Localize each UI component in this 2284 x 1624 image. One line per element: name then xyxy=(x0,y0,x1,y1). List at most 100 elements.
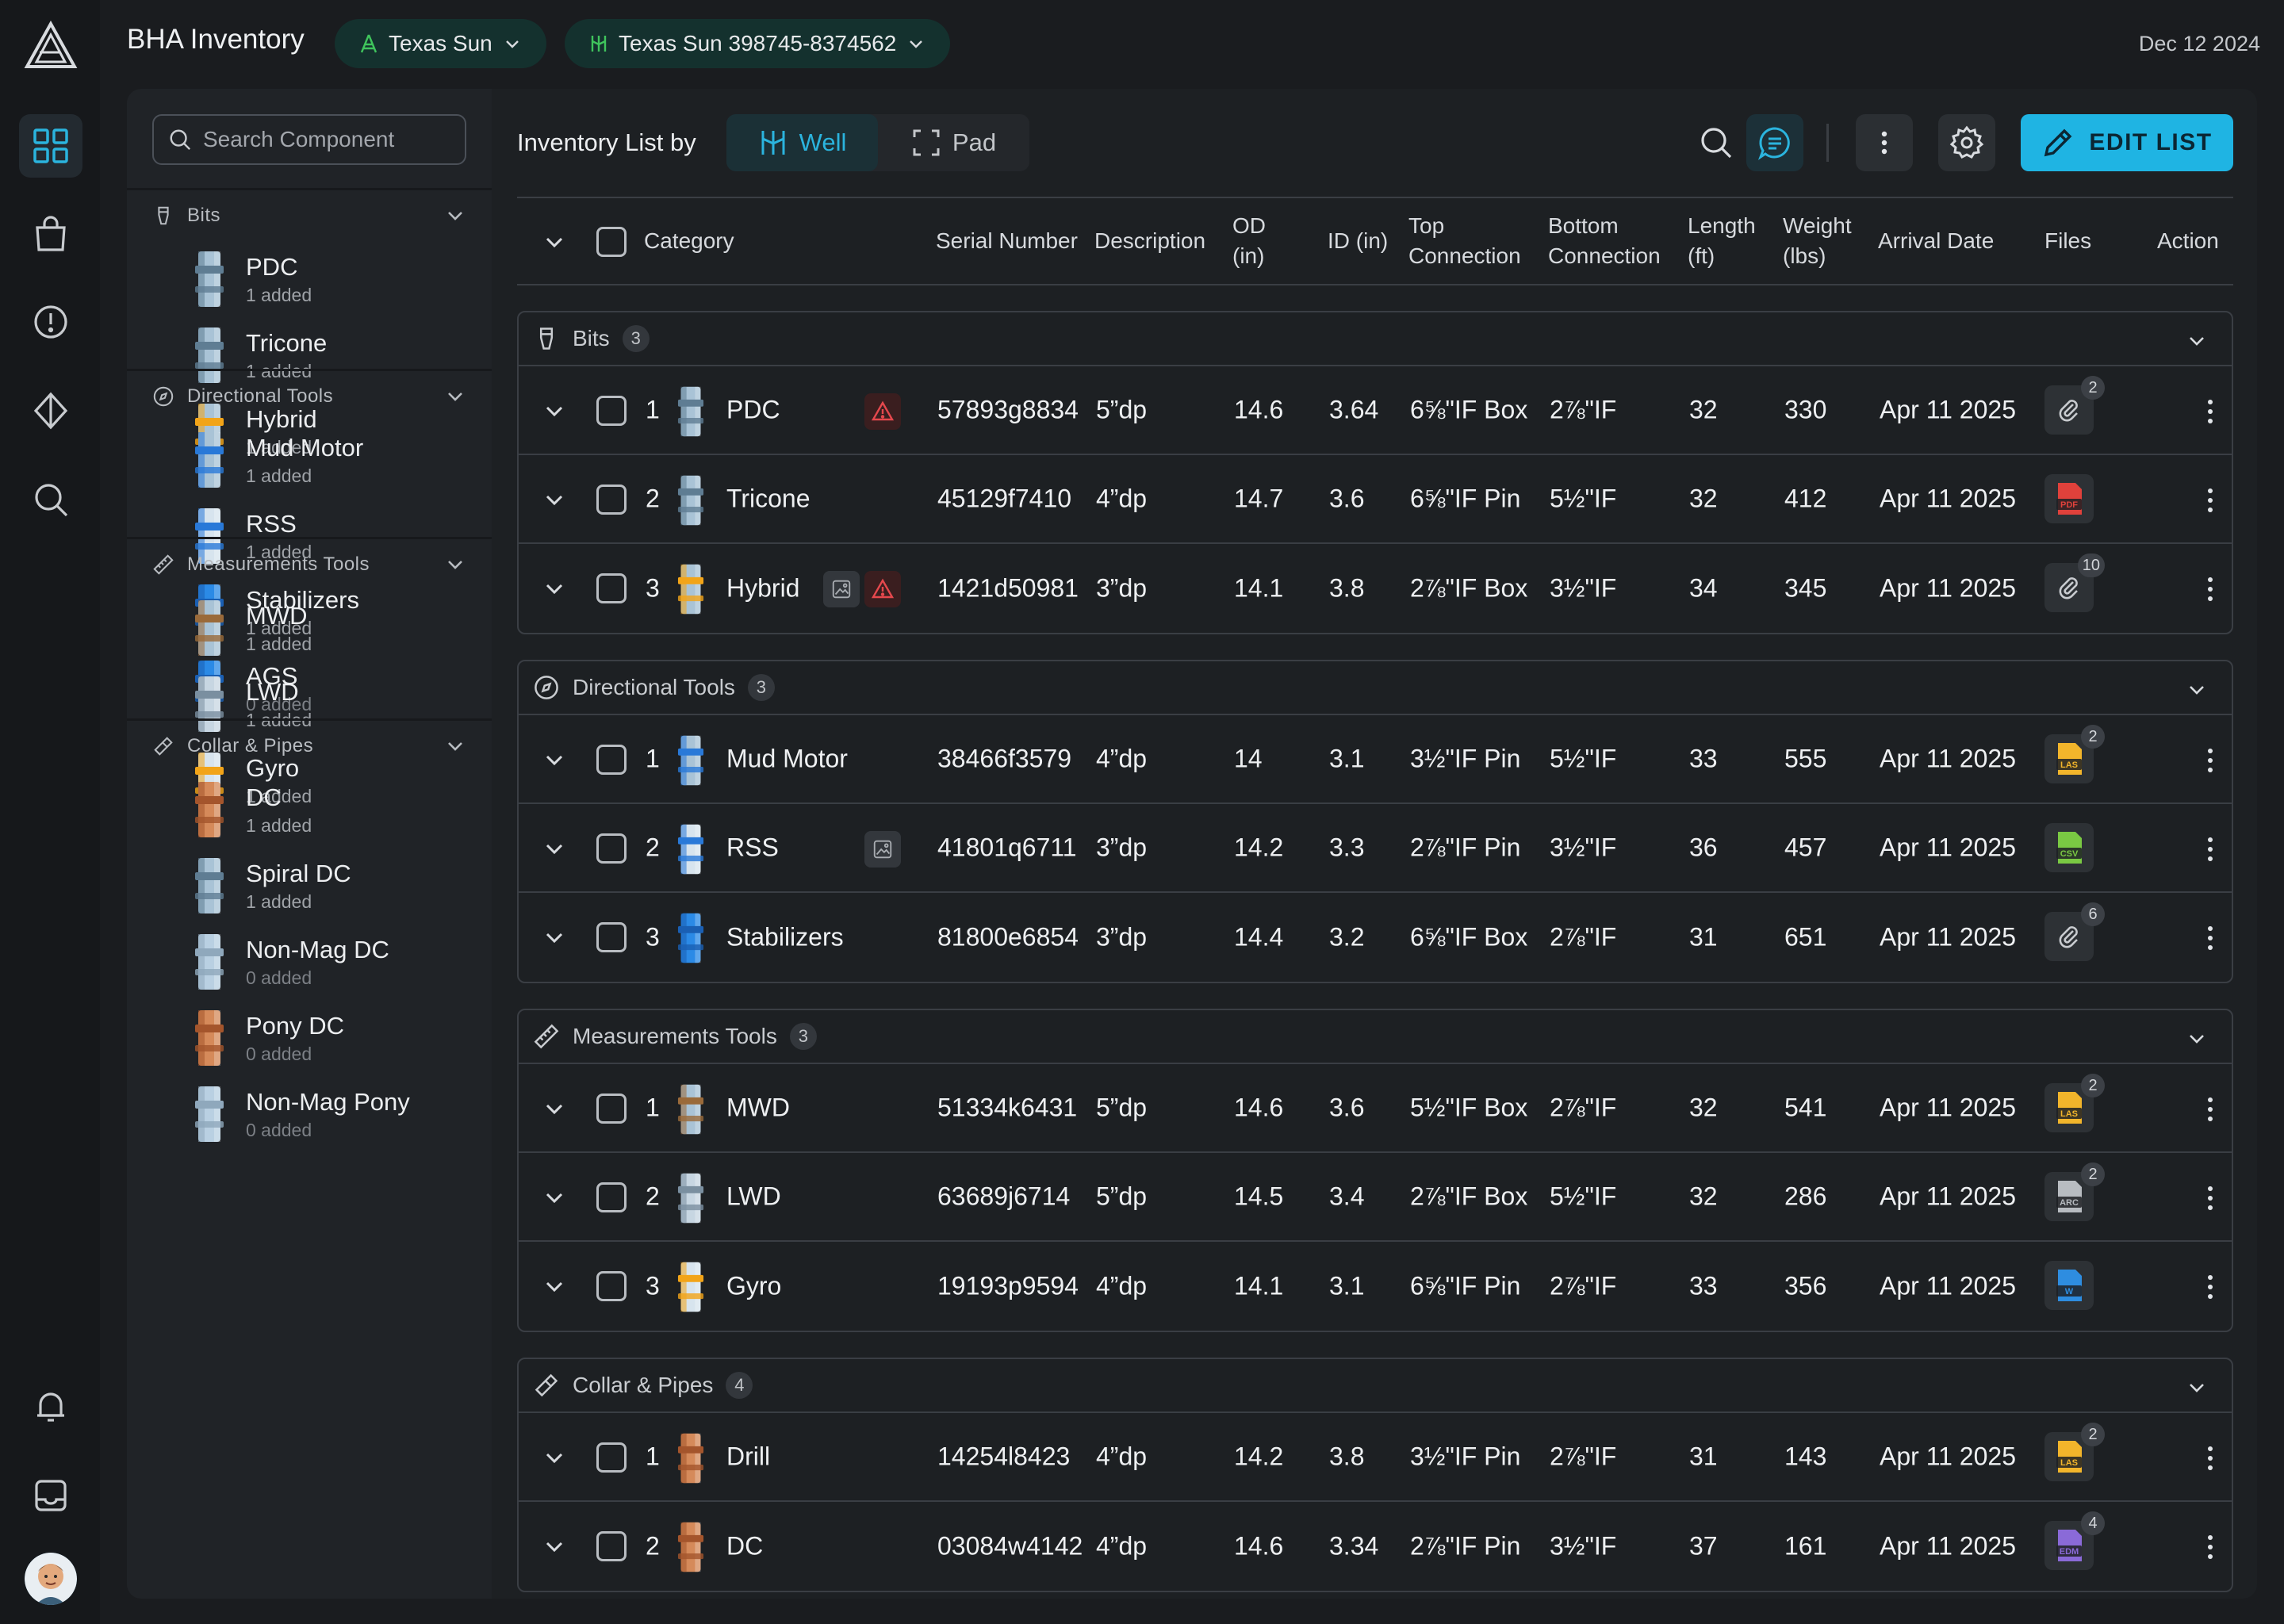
table-row[interactable]: 1 PDC 57893g8834 5”dp 14.6 3.64 6⅝"IF Box 2⅞"IF… xyxy=(519,366,2232,455)
warning-badge[interactable] xyxy=(864,393,901,430)
header-od[interactable]: OD (in) xyxy=(1232,211,1266,271)
kebab-icon[interactable] xyxy=(2206,1534,2214,1561)
site-selector[interactable]: Texas Sun xyxy=(335,19,546,68)
sidebar-group-header[interactable]: Measurements Tools xyxy=(127,539,492,590)
select-all-checkbox[interactable] xyxy=(596,227,627,257)
file-attachment-button[interactable]: 2 xyxy=(2044,376,2105,435)
table-row[interactable]: 3 Gyro 19193p9594 4”dp 14.1 3.1 6⅝"IF Pin 2⅞"IF… xyxy=(519,1242,2232,1331)
file-attachment-button[interactable]: 10 xyxy=(2044,553,2105,612)
file-attachment-button[interactable]: LAS 2 xyxy=(2044,1074,2105,1132)
file-attachment-button[interactable]: LAS 2 xyxy=(2044,725,2105,783)
file-attachment-button[interactable]: 6 xyxy=(2044,902,2105,961)
table-row[interactable]: 3 Hybrid 1421d50981 3”dp 14.1 3.8 2⅞"IF Box 3½"… xyxy=(519,544,2232,633)
sidebar-item[interactable]: RSS 1 added xyxy=(127,498,492,574)
row-checkbox[interactable] xyxy=(596,1531,627,1561)
table-row[interactable]: 2 DC 03084w4142 4”dp 14.6 3.34 2⅞"IF Pin 3½"IF 3… xyxy=(519,1502,2232,1591)
header-serial[interactable]: Serial Number xyxy=(936,228,1078,253)
file-attachment-button[interactable]: CSV xyxy=(2044,823,2094,872)
row-checkbox[interactable] xyxy=(596,573,627,603)
sidebar-group-header[interactable]: Directional Tools xyxy=(127,371,492,422)
expand-row-chevron-icon[interactable] xyxy=(541,397,568,424)
kebab-icon[interactable] xyxy=(2206,487,2214,514)
component-name[interactable]: Hybrid xyxy=(726,573,800,603)
kebab-icon[interactable] xyxy=(2206,747,2214,774)
search-box[interactable] xyxy=(152,114,466,165)
sidebar-item[interactable]: Pony DC 0 added xyxy=(127,1000,492,1076)
expand-row-chevron-icon[interactable] xyxy=(541,1095,568,1122)
file-attachment-button[interactable]: EDM 4 xyxy=(2044,1511,2105,1570)
expand-row-chevron-icon[interactable] xyxy=(541,835,568,862)
settings-button[interactable] xyxy=(1938,114,1995,171)
table-group-header[interactable]: Collar & Pipes 4 xyxy=(519,1359,2232,1413)
row-checkbox[interactable] xyxy=(596,833,627,864)
toggle-well[interactable]: Well xyxy=(726,114,878,171)
sidebar-item[interactable]: Spiral DC 1 added xyxy=(127,848,492,924)
header-length[interactable]: Length (ft) xyxy=(1688,211,1756,271)
sidebar-item[interactable]: MWD 1 added xyxy=(127,590,492,666)
component-name[interactable]: MWD xyxy=(726,1093,790,1122)
table-row[interactable]: 1 Mud Motor 38466f3579 4”dp 14 3.1 3½"IF Pin 5½… xyxy=(519,715,2232,804)
row-checkbox[interactable] xyxy=(596,1182,627,1212)
image-button[interactable] xyxy=(823,571,860,607)
expand-row-chevron-icon[interactable] xyxy=(541,746,568,773)
header-id[interactable]: ID (in) xyxy=(1328,228,1389,253)
header-top-connection[interactable]: Top Connection xyxy=(1408,211,1521,271)
kebab-icon[interactable] xyxy=(2206,576,2214,603)
table-group-header[interactable]: Bits 3 xyxy=(519,312,2232,366)
component-name[interactable]: Gyro xyxy=(726,1271,782,1300)
expand-row-chevron-icon[interactable] xyxy=(541,1533,568,1560)
component-name[interactable]: Stabilizers xyxy=(726,922,844,952)
header-arrival-date[interactable]: Arrival Date xyxy=(1878,228,1995,253)
row-checkbox[interactable] xyxy=(596,1271,627,1301)
rail-alerts-button[interactable] xyxy=(19,290,82,354)
warning-badge[interactable] xyxy=(864,571,901,607)
kebab-icon[interactable] xyxy=(2206,398,2214,425)
kebab-icon[interactable] xyxy=(2206,1185,2214,1212)
expand-all-chevron-icon[interactable] xyxy=(541,228,568,255)
sidebar-item[interactable]: Mud Motor 1 added xyxy=(127,422,492,498)
table-row[interactable]: 1 MWD 51334k6431 5”dp 14.6 3.6 5½"IF Box 2⅞"IF 3… xyxy=(519,1064,2232,1153)
table-search-button[interactable] xyxy=(1688,114,1745,171)
sidebar-item[interactable]: Non-Mag DC 0 added xyxy=(127,924,492,1000)
row-checkbox[interactable] xyxy=(596,485,627,515)
expand-row-chevron-icon[interactable] xyxy=(541,575,568,602)
row-checkbox[interactable] xyxy=(596,922,627,952)
file-attachment-button[interactable]: W xyxy=(2044,1261,2094,1310)
image-button[interactable] xyxy=(864,831,901,868)
kebab-icon[interactable] xyxy=(2206,1274,2214,1300)
sidebar-group-header[interactable]: Collar & Pipes xyxy=(127,721,492,772)
kebab-icon[interactable] xyxy=(2206,1445,2214,1472)
header-category[interactable]: Category xyxy=(644,228,734,253)
component-name[interactable]: Tricone xyxy=(726,484,811,513)
table-row[interactable]: 1 Drill 14254l8423 4”dp 14.2 3.8 3½"IF Pin 2⅞"I… xyxy=(519,1413,2232,1502)
component-name[interactable]: DC xyxy=(726,1531,764,1561)
app-logo-icon[interactable] xyxy=(24,21,78,70)
sidebar-item[interactable]: DC 1 added xyxy=(127,772,492,848)
sidebar-item[interactable]: LWD 1 added xyxy=(127,666,492,742)
toggle-pad[interactable]: Pad xyxy=(878,114,1029,171)
table-group-header[interactable]: Measurements Tools 3 xyxy=(519,1010,2232,1064)
table-group-header[interactable]: Directional Tools 3 xyxy=(519,661,2232,715)
sidebar-item[interactable]: Non-Mag Pony 0 added xyxy=(127,1076,492,1152)
header-bottom-connection[interactable]: Bottom Connection xyxy=(1548,211,1661,271)
row-checkbox[interactable] xyxy=(596,745,627,775)
file-attachment-button[interactable]: ARC 2 xyxy=(2044,1162,2105,1221)
kebab-icon[interactable] xyxy=(2206,1096,2214,1123)
table-row[interactable]: 3 Stabilizers 81800e6854 3”dp 14.4 3.2 6⅝"IF B… xyxy=(519,893,2232,982)
component-name[interactable]: Drill xyxy=(726,1442,771,1471)
search-component-input[interactable] xyxy=(203,127,465,152)
more-options-button[interactable] xyxy=(1856,114,1913,171)
kebab-icon[interactable] xyxy=(2206,836,2214,863)
component-name[interactable]: LWD xyxy=(726,1182,781,1211)
component-name[interactable]: Mud Motor xyxy=(726,744,848,773)
row-checkbox[interactable] xyxy=(596,1442,627,1473)
rail-inbox-button[interactable] xyxy=(19,1464,82,1527)
comments-button[interactable] xyxy=(1746,114,1803,171)
rail-notifications-button[interactable] xyxy=(19,1375,82,1438)
expand-row-chevron-icon[interactable] xyxy=(541,1184,568,1211)
file-attachment-button[interactable]: LAS 2 xyxy=(2044,1423,2105,1481)
expand-row-chevron-icon[interactable] xyxy=(541,924,568,951)
sidebar-group-header[interactable]: Bits xyxy=(127,190,492,241)
header-description[interactable]: Description xyxy=(1094,228,1206,253)
rail-inventory-button[interactable] xyxy=(19,203,82,266)
